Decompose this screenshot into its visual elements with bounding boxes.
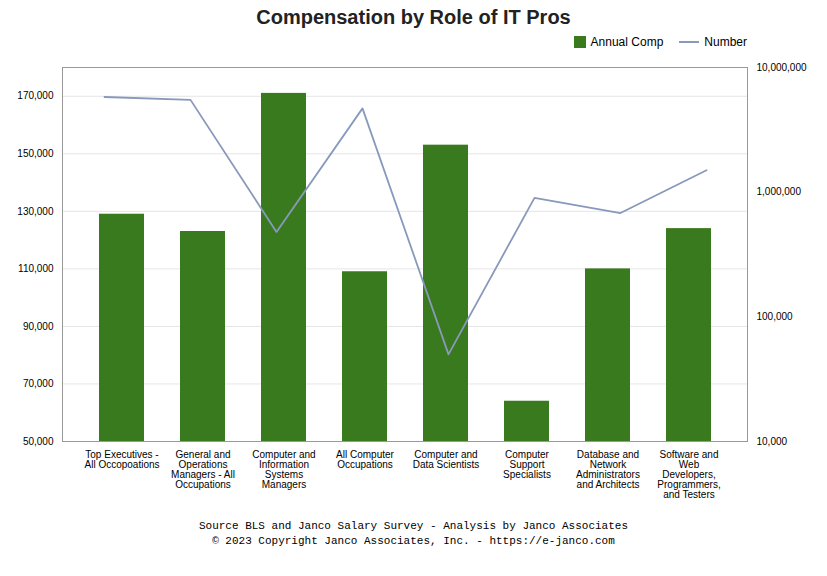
svg-text:130,000: 130,000: [17, 206, 54, 217]
svg-text:10,000,000: 10,000,000: [757, 62, 807, 73]
svg-text:All ComputerOccupations: All ComputerOccupations: [336, 449, 394, 470]
svg-text:Database andNetworkAdministrat: Database andNetworkAdministratorsand Arc…: [576, 449, 640, 490]
svg-text:50,000: 50,000: [23, 436, 54, 447]
svg-text:Top Executives -All Occopoatio: Top Executives -All Occopoations: [84, 449, 159, 470]
svg-text:10,000: 10,000: [757, 436, 788, 447]
html-text:Annual Comp: Annual Comp: [590, 35, 664, 49]
svg-text:100,000: 100,000: [757, 311, 794, 322]
svg-text:ComputerSupportSpecialists: ComputerSupportSpecialists: [503, 449, 551, 480]
svg-text:90,000: 90,000: [23, 321, 54, 332]
html-text:Compensation by Role of IT Pro: Compensation by Role of IT Pros: [256, 6, 571, 28]
html-text:Number: Number: [704, 35, 747, 49]
svg-text:110,000: 110,000: [18, 263, 54, 274]
svg-text:1,000,000: 1,000,000: [757, 186, 802, 197]
svg-text:170,000: 170,000: [17, 90, 54, 101]
svg-text:70,000: 70,000: [23, 378, 54, 389]
svg-text:Software andWebDevelopers,Prog: Software andWebDevelopers,Programmers,an…: [657, 449, 720, 500]
svg-text:General andOperationsManagers: General andOperationsManagers - AllOccup…: [171, 449, 235, 490]
html-text:© 2023 Copyright Janco Associa: © 2023 Copyright Janco Associates, Inc. …: [212, 535, 615, 547]
svg-text:Computer andData Scientists: Computer andData Scientists: [413, 449, 480, 470]
svg-text:Computer andInformationSystems: Computer andInformationSystemsManagers: [252, 449, 315, 490]
html-text:Source BLS and Janco Salary Su: Source BLS and Janco Salary Survey - Ana…: [199, 520, 628, 532]
svg-text:150,000: 150,000: [17, 148, 54, 159]
